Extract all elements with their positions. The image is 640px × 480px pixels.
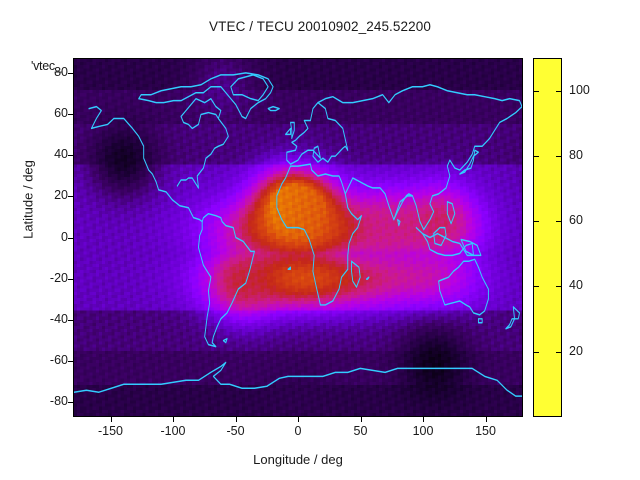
y-axis-title: Latitude / deg — [20, 160, 36, 239]
x-tick-mark — [236, 417, 237, 422]
y-tick-mark — [68, 238, 73, 239]
x-tick-label: 0 — [294, 424, 302, 438]
colorbar-tick-label: 40 — [569, 278, 583, 293]
y-tick-mark — [68, 196, 73, 197]
coastline-path — [317, 84, 522, 108]
y-tick-mark — [68, 114, 73, 115]
heatmap-plot-area — [73, 58, 523, 417]
colorbar-tick-mark — [533, 156, 539, 157]
colorbar-tick-mark — [533, 91, 539, 92]
y-tick-mark — [68, 320, 73, 321]
colorbar-tick-mark — [533, 352, 539, 353]
colorbar-tick-mark — [556, 156, 562, 157]
coastline-path — [138, 72, 274, 120]
colorbar-tick-label: 60 — [569, 213, 583, 228]
coastline-path — [267, 105, 280, 112]
coastline-path — [222, 337, 228, 344]
x-tick-mark — [423, 417, 424, 422]
coastline-path — [438, 258, 489, 316]
y-tick-label: 40 — [54, 147, 68, 162]
x-tick-mark — [298, 417, 299, 422]
y-tick-label: 20 — [54, 188, 68, 203]
coastline-path — [365, 276, 370, 280]
y-tick-label: -60 — [49, 352, 68, 367]
coastline-path — [74, 361, 522, 397]
coastline-path — [397, 218, 401, 227]
x-tick-mark — [361, 417, 362, 422]
coastline-path — [276, 163, 362, 306]
coastline-path — [176, 97, 229, 189]
coastline-path — [230, 74, 269, 102]
x-tick-label: -150 — [97, 424, 124, 438]
x-axis-title: Longitude / deg — [253, 452, 343, 467]
y-tick-label: -40 — [49, 311, 68, 326]
y-tick-mark — [68, 361, 73, 362]
colorbar-tick-mark — [556, 286, 562, 287]
y-tick-mark — [68, 155, 73, 156]
x-tick-label: 50 — [353, 424, 368, 438]
y-tick-label: -20 — [49, 270, 68, 285]
x-tick-label: -100 — [160, 424, 186, 438]
coastline-path — [344, 105, 522, 231]
colorbar-tick-label: 100 — [569, 82, 590, 97]
x-tick-mark — [173, 417, 174, 422]
colorbar-tick-mark — [556, 91, 562, 92]
y-tick-mark — [68, 279, 73, 280]
y-tick-label: 80 — [54, 65, 68, 80]
colorbar-tick-label: 20 — [569, 343, 583, 358]
colorbar-tick-mark — [533, 221, 539, 222]
x-tick-label: 150 — [475, 424, 496, 438]
coastline-path — [351, 260, 361, 288]
x-tick-label: -50 — [226, 424, 245, 438]
coastline-path — [286, 101, 349, 165]
y-tick-mark — [68, 73, 73, 74]
y-tick-label: 60 — [54, 106, 68, 121]
x-tick-label: 100 — [412, 424, 434, 438]
coastline-path — [290, 121, 295, 140]
world-coastline-overlay — [74, 72, 522, 397]
x-tick-mark — [111, 417, 112, 422]
colorbar — [533, 58, 562, 417]
coastline-path — [433, 226, 447, 247]
coastline-path — [285, 127, 291, 136]
coastline-path — [287, 266, 291, 270]
coastline-path — [88, 105, 203, 223]
vtec-heatmap — [74, 59, 522, 416]
colorbar-tick-mark — [533, 286, 539, 287]
y-tick-label: -80 — [49, 393, 68, 408]
coastline-path — [460, 238, 482, 257]
coastline-path — [393, 193, 413, 221]
colorbar-tick-label: 80 — [569, 147, 583, 162]
coastline-path — [415, 226, 474, 257]
coastline-path — [505, 306, 520, 330]
coastline-path — [477, 318, 483, 324]
stray-series-label: 'vtec_ — [31, 59, 62, 73]
y-tick-mark — [68, 402, 73, 403]
page-title: VTEC / TECU 20010902_245.52200 — [209, 19, 431, 34]
colorbar-tick-mark — [556, 352, 562, 353]
coastline-path — [197, 212, 255, 348]
y-tick-label: 0 — [61, 229, 68, 244]
colorbar-tick-mark — [556, 221, 562, 222]
x-tick-mark — [486, 417, 487, 422]
colorbar-gradient — [534, 59, 561, 416]
coastline-path — [459, 149, 479, 175]
coastline-path — [446, 201, 456, 225]
